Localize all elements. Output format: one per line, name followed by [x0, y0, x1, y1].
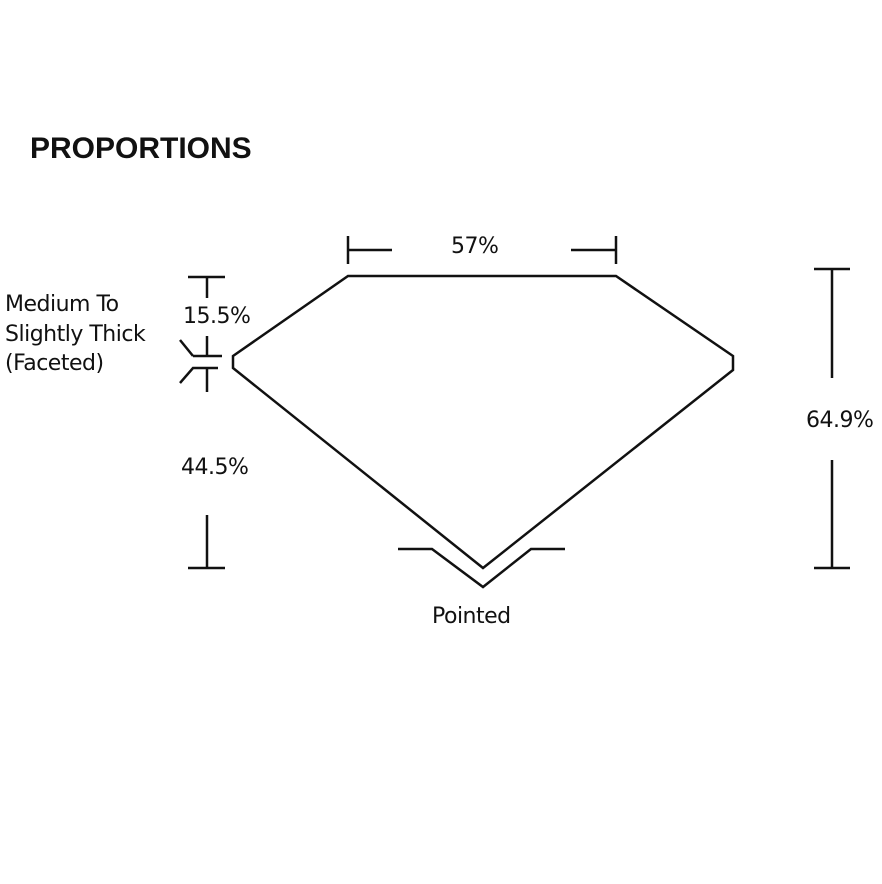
pavilion-dimension-marker	[188, 368, 225, 570]
crown-dimension-marker	[188, 275, 225, 358]
girdle-label-line2: Slightly Thick	[5, 322, 146, 347]
girdle-marker	[179, 339, 218, 384]
table-label: 57%	[451, 234, 499, 259]
depth-dimension-marker	[814, 267, 850, 570]
pavilion-label: 44.5%	[181, 455, 249, 480]
crown-label: 15.5%	[183, 304, 251, 329]
girdle-label-line1: Medium To	[5, 292, 119, 317]
depth-label: 64.9%	[806, 408, 874, 433]
page-title: PROPORTIONS	[30, 132, 252, 165]
culet-label: Pointed	[432, 604, 511, 629]
culet-marker	[398, 547, 565, 589]
table-dimension-marker	[346, 236, 618, 264]
girdle-label-line3: (Faceted)	[5, 351, 104, 376]
gem-outline	[231, 274, 735, 570]
